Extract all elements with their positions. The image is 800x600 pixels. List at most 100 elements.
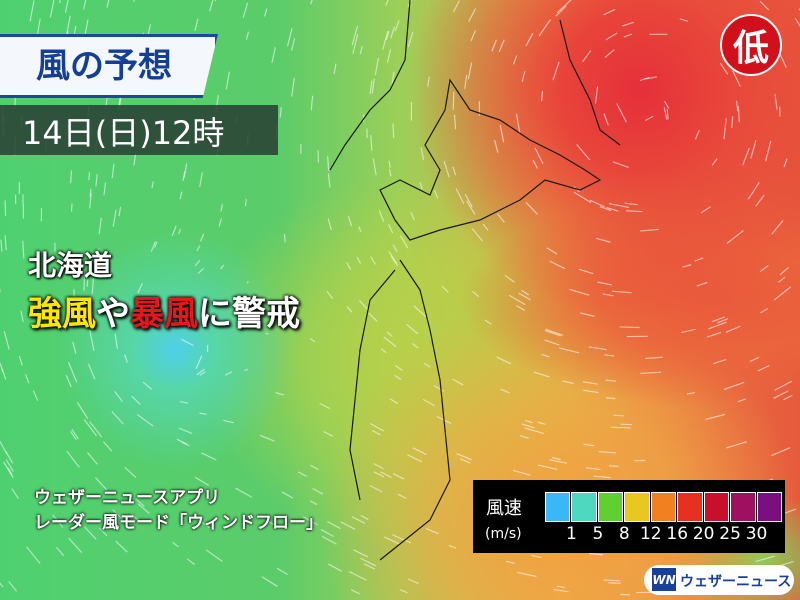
wind-streak (178, 228, 182, 235)
wind-streak (84, 526, 97, 540)
wind-streak (326, 290, 334, 299)
wind-streak (521, 71, 526, 82)
wind-streak (135, 498, 145, 507)
wind-streak (482, 223, 489, 231)
wind-streak (544, 329, 562, 337)
legend-cell (677, 492, 703, 522)
wind-streak (89, 421, 103, 438)
wind-streak (521, 423, 535, 429)
wind-streak (604, 49, 615, 58)
wind-streak (310, 0, 313, 5)
wind-streak (220, 204, 223, 212)
wind-streak (608, 582, 621, 584)
wind-streak (569, 288, 590, 296)
wind-streak (351, 25, 359, 46)
wind-streak (22, 240, 25, 259)
app-note-line2: レーダー風モード「ウィンドフロー」 (34, 513, 323, 533)
wind-streak (612, 161, 629, 168)
wind-streak (468, 8, 477, 22)
app-note: ウェザーニュースアプリ レーダー風モード「ウィンドフロー」 (34, 486, 323, 536)
wind-streak (275, 391, 284, 396)
wind-streak (90, 258, 93, 266)
wind-streak (640, 371, 661, 375)
wind-streak (711, 158, 718, 166)
wind-streak (225, 71, 230, 90)
wind-streak (443, 161, 450, 178)
wind-streak (455, 188, 465, 205)
wind-streak (0, 239, 3, 252)
wind-streak (723, 118, 727, 140)
wind-streak (580, 312, 595, 317)
wind-streak (581, 50, 592, 63)
wind-streak (259, 434, 275, 442)
wind-streak (412, 447, 427, 456)
wind-streak (700, 206, 711, 214)
wind-streak (386, 331, 393, 337)
coastline-honshu (349, 259, 451, 561)
wind-streak (392, 473, 405, 480)
wind-streak (419, 182, 423, 190)
wind-streak (525, 201, 539, 215)
wind-streak (223, 419, 234, 424)
wind-streak (351, 516, 366, 524)
wind-streak (89, 192, 92, 209)
wind-streak (196, 245, 201, 252)
wind-streak (320, 529, 334, 538)
legend-tick: 20 (692, 524, 715, 544)
wind-streak (374, 57, 380, 76)
wind-streak (471, 228, 483, 242)
wind-streak (178, 427, 193, 435)
wind-streak (726, 441, 748, 449)
wind-streak (112, 509, 123, 520)
wind-streak (296, 303, 300, 307)
wind-streak (602, 293, 614, 297)
wind-streak (605, 379, 617, 382)
wind-streak (147, 24, 152, 35)
wind-streak (83, 419, 98, 437)
wind-streak (115, 540, 128, 553)
wind-streak (297, 471, 307, 477)
wind-streak (731, 116, 734, 129)
wind-streak (182, 170, 186, 181)
wind-streak (286, 27, 293, 47)
wind-streak (49, 0, 55, 18)
legend-cell (624, 492, 650, 522)
wind-streak (380, 348, 387, 354)
wind-streak (73, 515, 82, 525)
wind-streak (500, 388, 510, 394)
wind-streak (410, 212, 415, 221)
wind-streak (545, 328, 564, 336)
wind-streak (779, 266, 789, 276)
wind-streak (373, 462, 384, 470)
wind-streak (456, 452, 472, 461)
legend-tick: 12 (639, 524, 662, 544)
wind-streak (778, 276, 786, 283)
wind-streak (525, 32, 534, 47)
wind-streak (321, 535, 337, 545)
wind-streak (91, 278, 94, 294)
wind-streak (732, 70, 741, 87)
wind-streak (32, 390, 39, 401)
page-title: 風の予想 (36, 46, 172, 86)
wind-streak (549, 260, 566, 270)
wind-streak (696, 281, 708, 287)
wind-streak (392, 123, 395, 138)
wind-streak (309, 337, 316, 343)
wind-streak (706, 331, 722, 338)
wind-streak (199, 371, 206, 376)
wind-streak (755, 194, 765, 207)
wind-streak (112, 209, 117, 227)
low-pressure-marker: 低 (720, 14, 782, 76)
wind-streak (183, 163, 188, 178)
wind-streak (358, 299, 369, 311)
wind-streak (369, 80, 373, 95)
wind-streak (11, 488, 20, 500)
wind-streak (719, 62, 729, 75)
wind-streak (67, 361, 78, 383)
wind-streak (394, 374, 402, 381)
wind-streak (346, 306, 353, 313)
wind-streak (452, 91, 455, 110)
wind-streak (512, 469, 531, 476)
datetime-banner (0, 105, 278, 155)
wind-streak (281, 491, 294, 499)
